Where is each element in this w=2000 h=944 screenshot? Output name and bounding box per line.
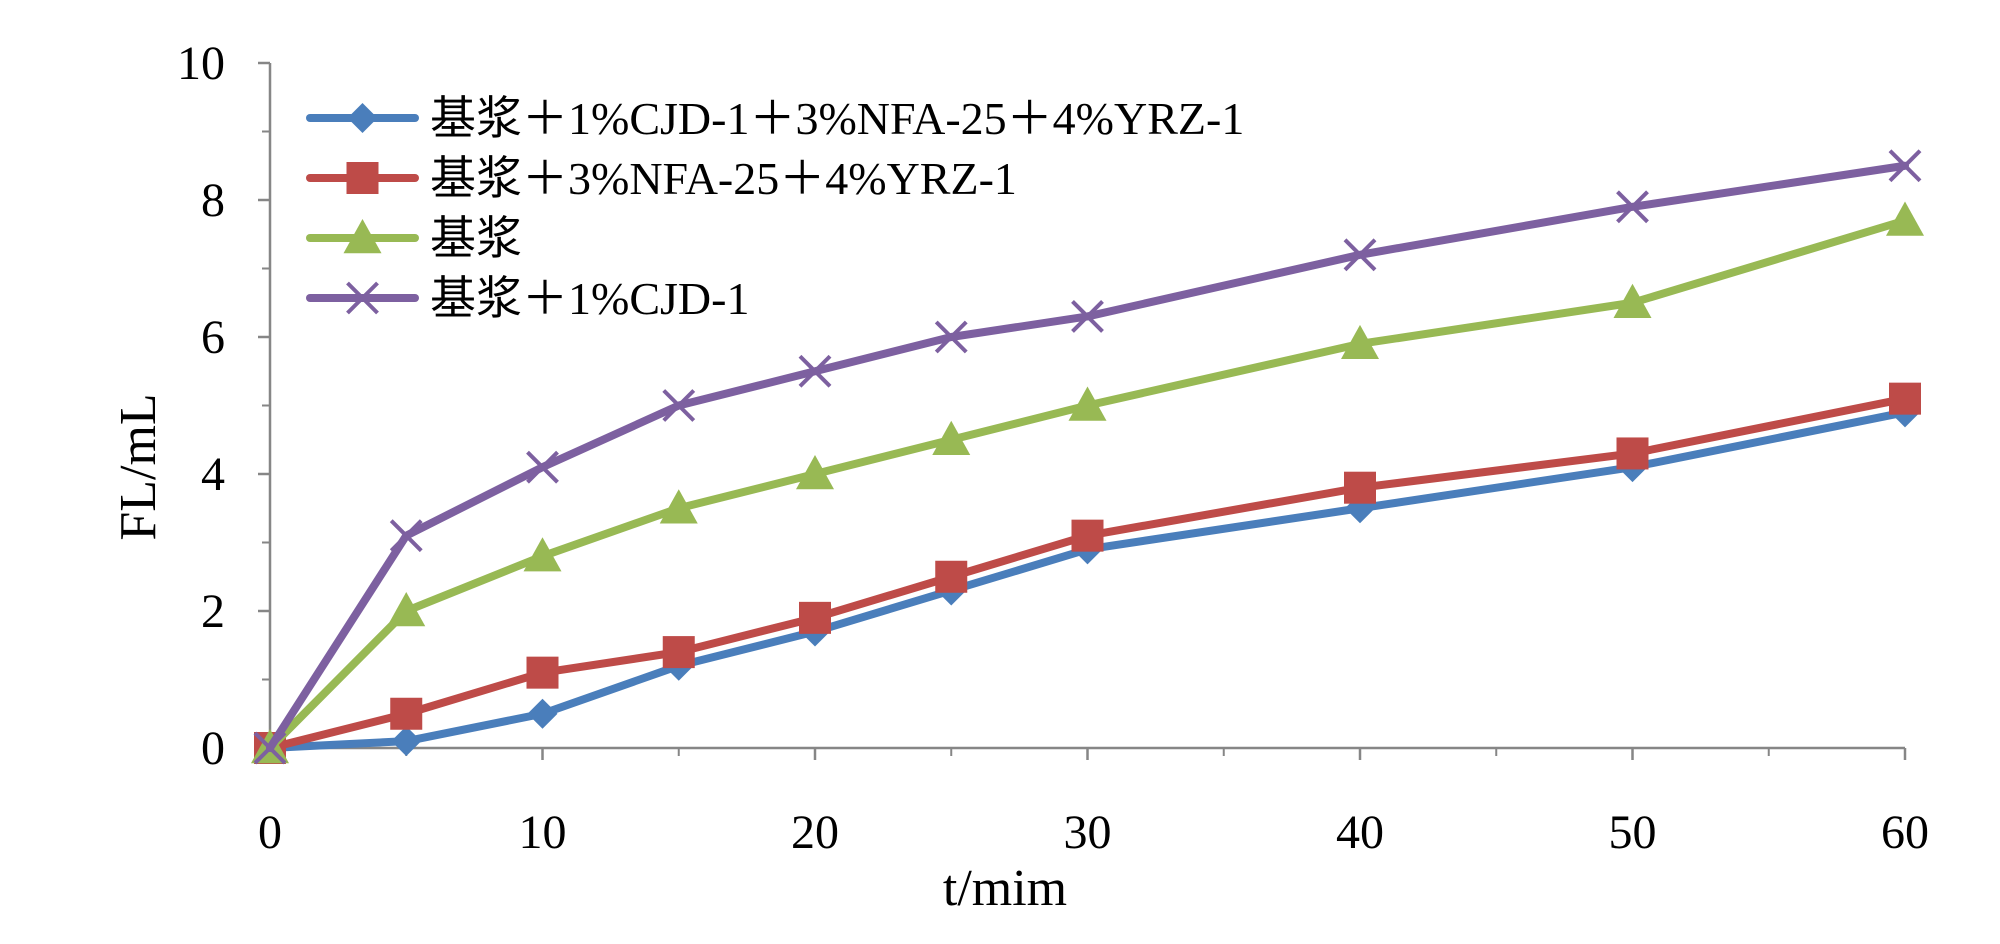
- data-point: [1068, 386, 1107, 421]
- data-point: [1888, 149, 1922, 183]
- x-tick-label: 30: [1064, 806, 1112, 859]
- x-tick-label: 40: [1336, 806, 1384, 859]
- legend-label: 基浆＋3%NFA-25＋4%YRZ-1: [430, 153, 1017, 204]
- data-point: [932, 420, 971, 455]
- legend-entry-1: 基浆＋1%CJD-1＋3%NFA-25＋4%YRZ-1: [306, 93, 1244, 144]
- data-point: [1889, 382, 1921, 415]
- legend-entry-3: 基浆: [306, 213, 522, 264]
- legend-entry-2: 基浆＋3%NFA-25＋4%YRZ-1: [306, 153, 1017, 204]
- legend-label: 基浆＋1%CJD-1: [430, 273, 749, 324]
- data-point: [662, 389, 696, 422]
- data-point: [798, 354, 832, 388]
- y-tick-label: 10: [177, 37, 225, 90]
- data-point: [662, 636, 695, 669]
- data-point: [935, 560, 968, 593]
- series-4: [253, 149, 1922, 765]
- data-point: [526, 656, 559, 689]
- y-tick-label: 8: [201, 174, 225, 227]
- data-point: [1341, 324, 1379, 360]
- y-tick-label: 4: [201, 448, 225, 501]
- data-point: [934, 320, 968, 354]
- data-point: [1071, 519, 1104, 552]
- legend-marker: [346, 281, 379, 315]
- data-point: [1344, 471, 1376, 504]
- x-tick-label: 20: [791, 806, 839, 859]
- series-line: [266, 161, 1909, 752]
- data-point: [390, 697, 423, 730]
- legend-label: 基浆＋1%CJD-1＋3%NFA-25＋4%YRZ-1: [430, 93, 1244, 144]
- data-point: [1613, 283, 1652, 318]
- legend-marker: [343, 219, 382, 254]
- legend: 基浆＋1%CJD-1＋3%NFA-25＋4%YRZ-1 基浆＋3%NFA-25＋4…: [306, 93, 1244, 324]
- series-3: [251, 201, 1924, 764]
- legend-marker: [347, 103, 378, 133]
- x-tick-label: 60: [1881, 806, 1929, 859]
- data-point: [526, 450, 559, 484]
- data-point: [389, 519, 423, 553]
- data-point: [1886, 201, 1924, 236]
- x-axis-title: t/mim: [943, 860, 1067, 917]
- series-layer: [251, 149, 1924, 765]
- series-line: [266, 394, 1909, 752]
- data-point: [659, 489, 698, 524]
- legend-label: 基浆: [430, 213, 522, 264]
- data-point: [387, 592, 426, 627]
- y-tick-label: 6: [201, 311, 225, 364]
- data-point: [1343, 238, 1377, 272]
- legend-marker: [346, 162, 379, 194]
- x-tick-label: 0: [258, 806, 282, 859]
- data-point: [796, 455, 834, 490]
- data-point: [391, 726, 422, 757]
- data-point: [253, 731, 287, 765]
- data-point: [527, 698, 558, 729]
- legend-entry-4: 基浆＋1%CJD-1: [306, 273, 749, 324]
- x-tick-label: 10: [519, 806, 567, 859]
- y-axis-title: FL/mL: [110, 393, 167, 540]
- axes: 0 2 4 6 8 10 0 10 20 30 40 50 60: [177, 37, 1929, 859]
- data-point: [1071, 300, 1104, 333]
- data-point: [1616, 190, 1649, 224]
- data-point: [1616, 437, 1649, 470]
- series-line: [266, 216, 1909, 752]
- series-line: [266, 408, 1909, 752]
- data-point: [799, 601, 831, 634]
- y-tick-label: 0: [201, 722, 225, 775]
- data-point: [523, 537, 562, 572]
- y-tick-label: 2: [201, 585, 225, 638]
- x-tick-label: 50: [1609, 806, 1657, 859]
